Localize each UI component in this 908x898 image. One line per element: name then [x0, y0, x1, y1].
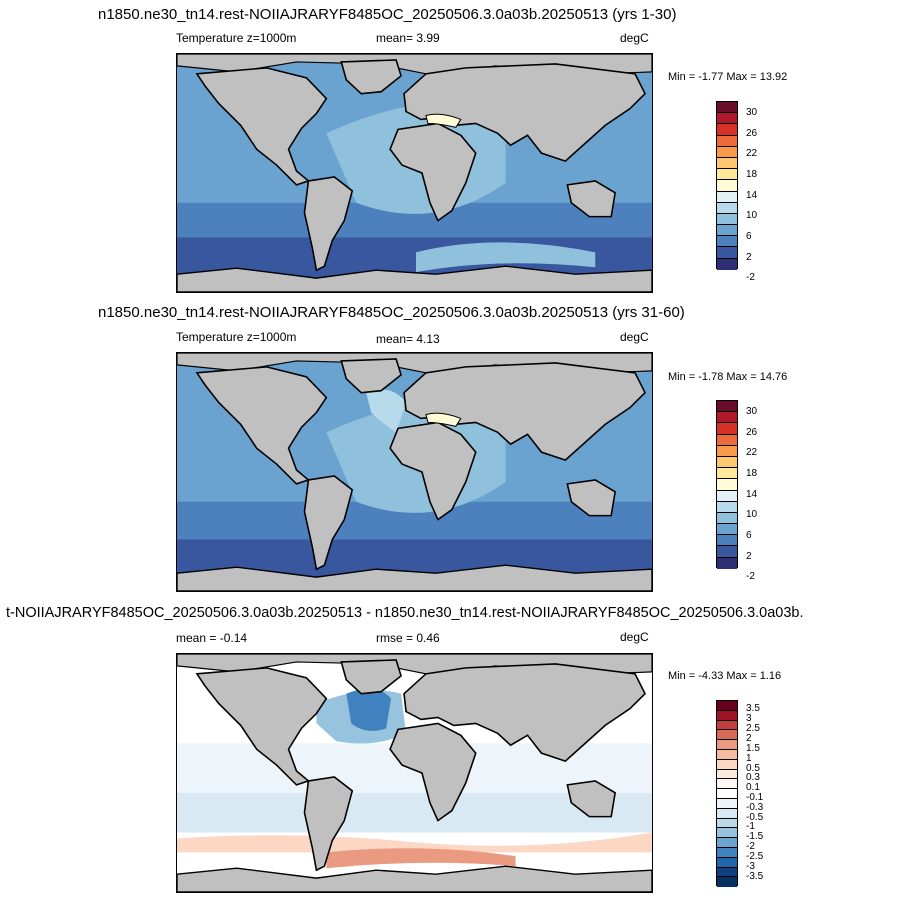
panel3-colorbar-tick-minus3: -3: [746, 861, 755, 872]
panel2-variable-label: Temperature z=1000m: [176, 330, 297, 344]
panel2-colorbar-tick-minus2: -2: [746, 571, 755, 582]
panel3-colorbar-tick-3: 3: [746, 713, 752, 724]
panel2-colorbar: [716, 400, 738, 569]
panel3-colorbar-tick-0.1: 0.1: [746, 782, 760, 793]
panel3-colorbar-tick-minus1.5: -1.5: [746, 831, 764, 842]
panel3-colorbar-tick-minus3.5: -3.5: [746, 871, 764, 882]
panel1-colorbar-tick-22: 22: [746, 148, 758, 159]
panel3-colorbar-tick-minus2: -2: [746, 841, 755, 852]
panel1-variable-label: Temperature z=1000m: [176, 31, 297, 45]
panel2-colorbar-tick-10: 10: [746, 509, 758, 520]
panel1-colorbar-tick-10: 10: [746, 210, 758, 221]
panel3-mean-label: mean = -0.14: [176, 631, 248, 645]
panel1-colorbar-tick-6: 6: [746, 231, 752, 242]
panel3-title: t-NOIIAJRARYF8485OC_20250506.3.0a03b.202…: [6, 605, 804, 621]
panel3-colorbar-tick-0.3: 0.3: [746, 772, 760, 783]
panel2-colorbar-tick-30: 30: [746, 406, 758, 417]
panel3-colorbar-tick-2: 2: [746, 733, 752, 744]
panel1-units-label: degC: [620, 31, 649, 45]
panel1-minmax-label: Min = -1.77 Max = 13.92: [668, 71, 788, 83]
panel3-colorbar-tick-minus1: -1: [746, 821, 755, 832]
panel2-colorbar-tick-6: 6: [746, 530, 752, 541]
panel3-colorbar: [716, 700, 738, 888]
panel3-minmax-label: Min = -4.33 Max = 1.16: [668, 670, 782, 682]
panel2-temperature-map: [176, 352, 653, 592]
panel3-colorbar-tick-2.5: 2.5: [746, 723, 760, 734]
panel3-colorbar-tick-minus0.5: -0.5: [746, 812, 764, 823]
panel2-mean-label: mean= 4.13: [376, 332, 440, 346]
panel3-colorbar-tick-0.5: 0.5: [746, 763, 760, 774]
panel1-temperature-map: [176, 53, 653, 293]
panel2-units-label: degC: [620, 330, 649, 344]
panel2-title: n1850.ne30_tn14.rest-NOIIAJRARYF8485OC_2…: [98, 304, 685, 321]
panel3-colorbar-tick-minus2.5: -2.5: [746, 851, 764, 862]
panel3-difference-map: [176, 653, 653, 893]
panel1-colorbar: [716, 101, 738, 270]
panel1-colorbar-tick-26: 26: [746, 128, 758, 139]
panel3-colorbar-tick-1: 1: [746, 753, 752, 764]
panel3-units-label: degC: [620, 630, 649, 644]
panel3-colorbar-tick-minus0.3: -0.3: [746, 802, 764, 813]
panel1-colorbar-tick-minus2: -2: [746, 272, 755, 283]
panel2-colorbar-tick-26: 26: [746, 427, 758, 438]
panel2-colorbar-tick-14: 14: [746, 489, 758, 500]
panel1-colorbar-tick-2: 2: [746, 252, 752, 263]
panel2-colorbar-tick-18: 18: [746, 468, 758, 479]
panel3-colorbar-tick-3.5: 3.5: [746, 703, 760, 714]
panel3-colorbar-tick-minus0.1: -0.1: [746, 792, 764, 803]
panel1-colorbar-tick-14: 14: [746, 190, 758, 201]
panel2-minmax-label: Min = -1.78 Max = 14.76: [668, 371, 788, 383]
panel1-title: n1850.ne30_tn14.rest-NOIIAJRARYF8485OC_2…: [98, 6, 677, 23]
panel3-colorbar-tick-1.5: 1.5: [746, 743, 760, 754]
panel2-colorbar-tick-2: 2: [746, 551, 752, 562]
panel2-colorbar-tick-22: 22: [746, 447, 758, 458]
panel1-colorbar-tick-18: 18: [746, 169, 758, 180]
panel1-colorbar-tick-30: 30: [746, 107, 758, 118]
panel3-rmse-label: rmse = 0.46: [376, 631, 440, 645]
panel1-mean-label: mean= 3.99: [376, 31, 440, 45]
